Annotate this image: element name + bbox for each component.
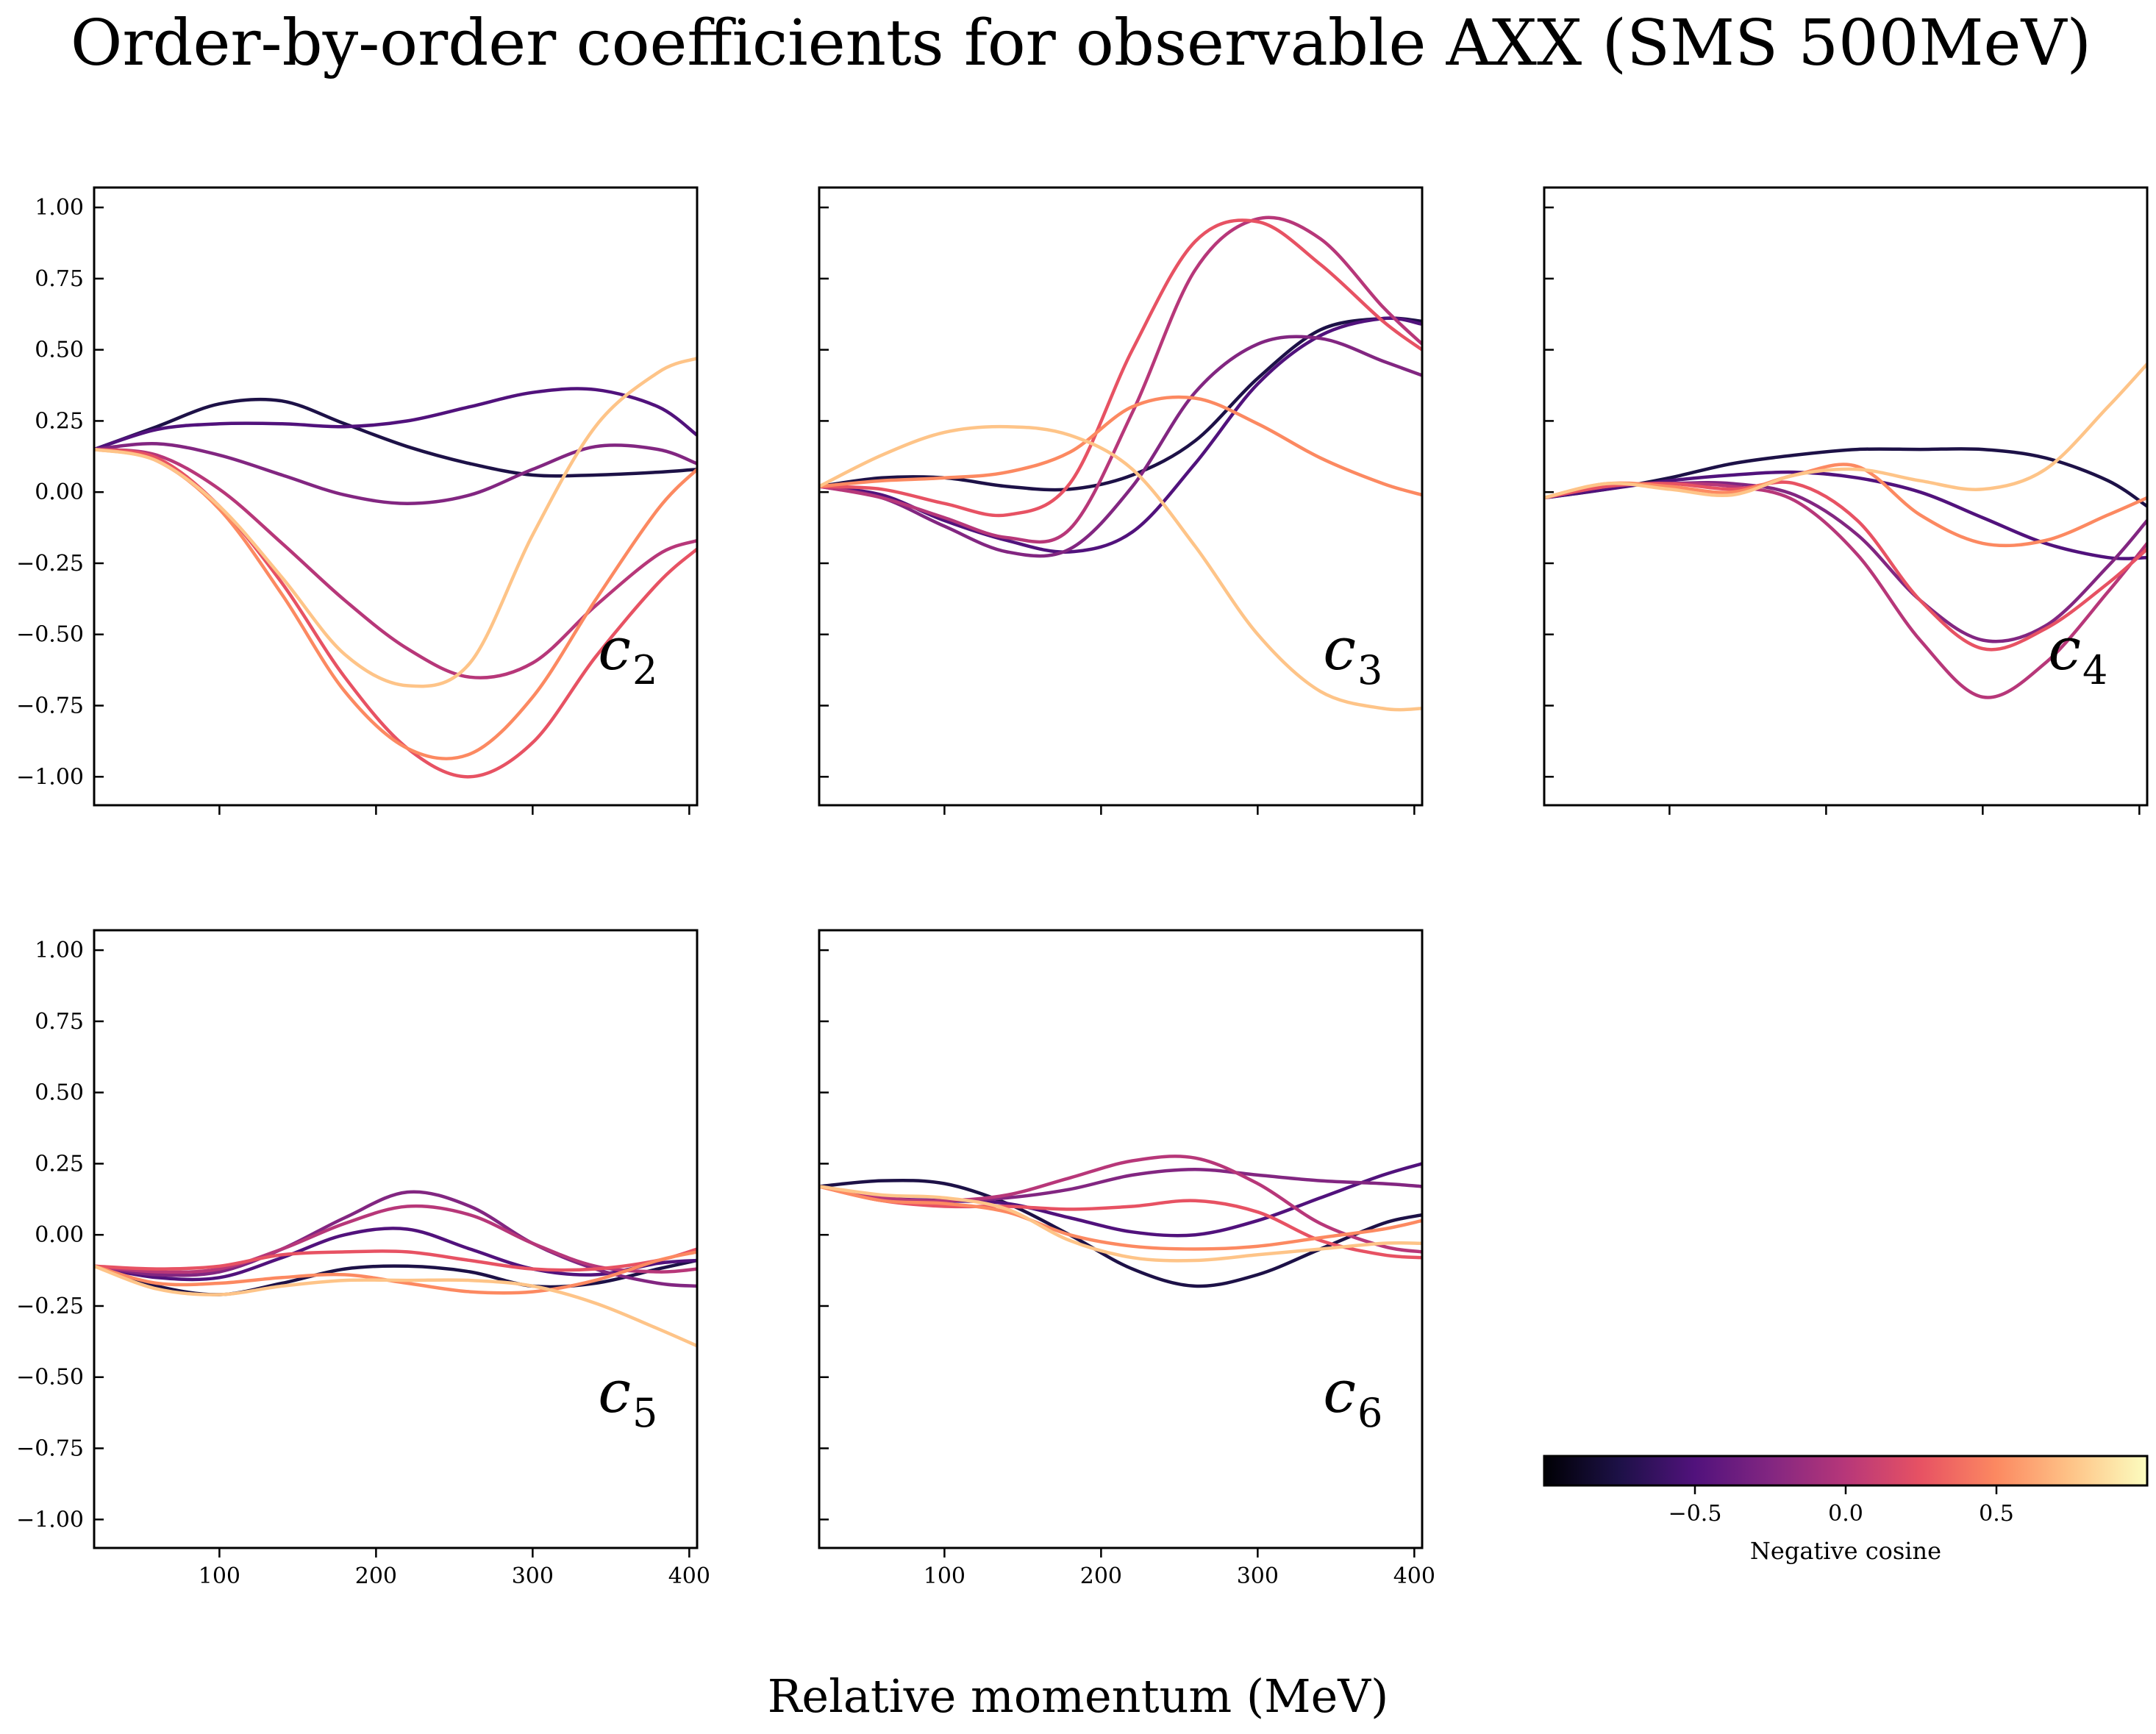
subplot-c6: 100 200 300 400 c 6 [818,929,1435,1589]
series-line-3 [94,1190,697,1288]
series-line-7 [819,1185,1422,1263]
y-tick-label: −0.75 [16,1436,84,1462]
series-line-2 [94,387,697,452]
subplot-label-subscript: 3 [1357,647,1382,693]
colorbar-tick-label: 0.5 [1979,1501,2014,1527]
colorbar-label: Negative cosine [1750,1537,1941,1565]
series-line-4 [94,447,697,679]
x-tick-label: 400 [668,1563,710,1589]
series-line-5 [1544,480,2147,652]
series-line-6 [819,1185,1422,1251]
y-tick-label: 1.00 [35,195,84,221]
subplot-label-subscript: 5 [632,1390,657,1436]
y-tick-label: −1.00 [16,1507,84,1533]
y-tick-label: 0.25 [35,1151,84,1177]
x-axis-label: Relative momentum (MeV) [768,1669,1389,1723]
series-line-3 [94,442,697,505]
series-line-3 [819,335,1422,558]
colorbar-gradient [1543,1455,2149,1487]
series-group [94,357,697,779]
series-line-6 [1544,463,2147,548]
x-tick-label: 200 [355,1563,397,1589]
subplot-label-c4: c [2048,615,2081,683]
y-tick-label: −0.50 [16,1365,84,1391]
figure-title: Order-by-order coefficients for observab… [71,7,2091,80]
series-line-1 [94,397,697,478]
series-line-6 [94,1250,697,1295]
series-line-5 [94,447,697,779]
y-tick-label: −0.25 [16,1294,84,1319]
y-tick-label: 0.00 [35,479,84,505]
colorbar-tick-label: 0.0 [1828,1501,1863,1527]
subplot-label-c6: c [1323,1357,1356,1426]
series-line-5 [819,1185,1422,1260]
series-line-7 [94,357,697,688]
x-tick-label: 300 [1237,1563,1279,1589]
subplot-label-c2: c [598,615,631,683]
series-line-7 [819,424,1422,712]
y-tick-label: 0.75 [35,1009,84,1035]
y-tick-label: 0.00 [35,1222,84,1248]
series-line-1 [819,316,1422,492]
x-tick-label: 200 [1080,1563,1122,1589]
y-tick-label: −0.50 [16,622,84,648]
y-tick-label: 0.50 [35,1080,84,1106]
y-tick-label: −1.00 [16,764,84,790]
axes-frame [818,929,1424,1549]
series-group [94,1190,697,1348]
series-line-4 [94,1204,697,1274]
series-group [1544,362,2147,699]
x-tick-label: 100 [924,1563,965,1589]
series-line-7 [94,1264,697,1348]
series-line-4 [819,215,1422,544]
y-tick-label: −0.25 [16,551,84,577]
y-tick-label: 0.25 [35,408,84,434]
subplot-c2: −1.00 −0.75 −0.50 −0.25 0.00 0.25 0.50 0.75 1.00… [16,186,699,815]
subplot-label-subscript: 2 [632,647,657,693]
y-tick-label: 0.75 [35,266,84,292]
subplot-label-c5: c [598,1357,631,1426]
subplot-label-c3: c [1323,615,1356,683]
axes-frame [93,186,699,807]
axes-frame [93,929,699,1549]
axes-frame [818,186,1424,807]
subplot-label-subscript: 6 [1357,1390,1382,1436]
series-line-5 [94,1247,697,1272]
series-line-7 [1544,362,2147,500]
y-tick-label: −0.75 [16,693,84,719]
series-group [819,1155,1422,1288]
subplots: −1.00 −0.75 −0.50 −0.25 0.00 0.25 0.50 0.75 1.00… [16,186,2149,1589]
x-tick-label: 300 [512,1563,554,1589]
x-tick-label: 100 [199,1563,240,1589]
subplot-label-subscript: 4 [2082,647,2107,693]
series-line-4 [819,1155,1422,1254]
series-line-2 [94,1227,697,1282]
axes-frame [1543,186,2149,807]
colorbar-tick-label: −0.5 [1668,1501,1722,1527]
series-line-5 [819,218,1422,518]
y-tick-label: 1.00 [35,938,84,963]
series-line-6 [94,447,697,760]
y-tick-label: 0.50 [35,338,84,363]
series-group [819,215,1422,712]
series-line-1 [819,1178,1422,1288]
series-line-6 [819,395,1422,497]
colorbar: −0.5 0.0 0.5 Negative cosine [1543,1455,2149,1565]
subplot-c5: −1.00 −0.75 −0.50 −0.25 0.00 0.25 0.50 0.75 1.00… [16,929,710,1589]
x-tick-label: 400 [1393,1563,1435,1589]
